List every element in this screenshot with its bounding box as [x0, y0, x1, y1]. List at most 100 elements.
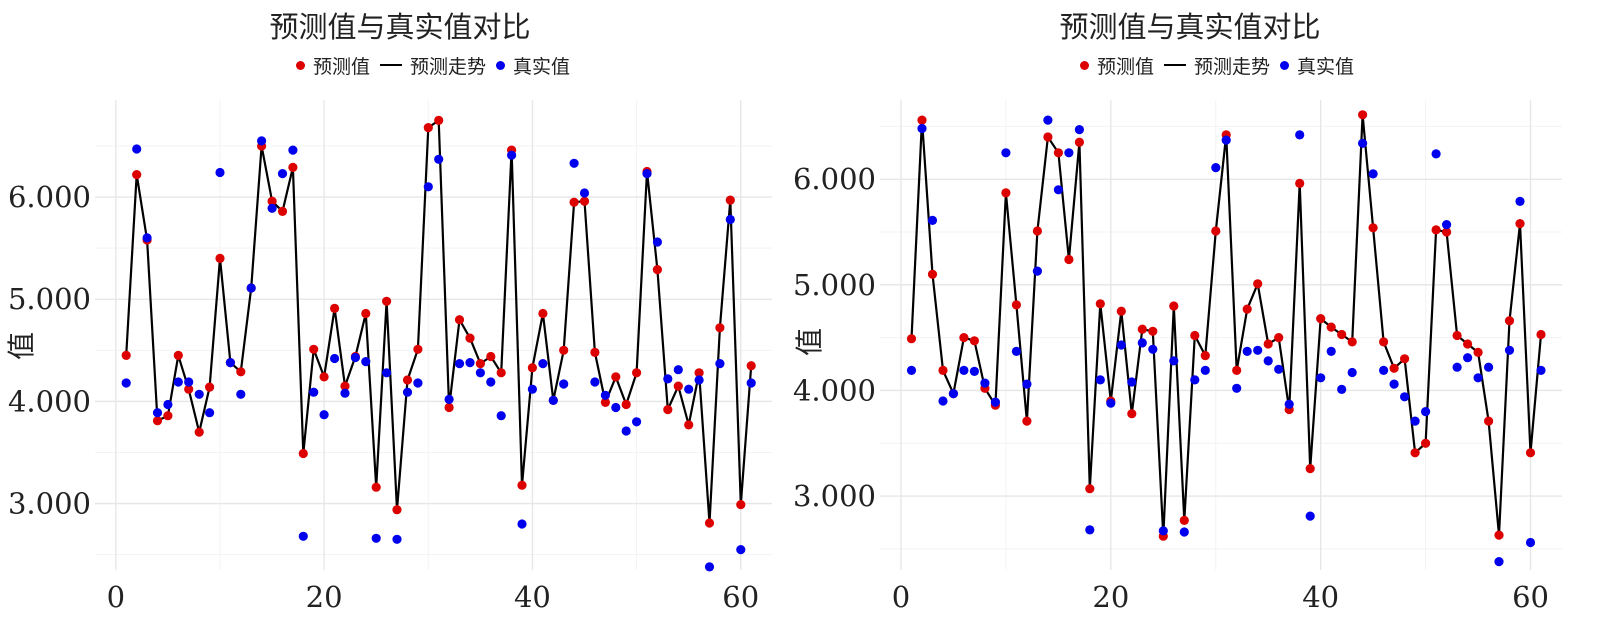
data-point — [1379, 365, 1389, 375]
legend-label: 预测走势 — [1194, 55, 1271, 78]
data-point — [236, 367, 246, 377]
data-point — [527, 384, 538, 394]
data-point — [969, 366, 979, 376]
data-point — [621, 399, 631, 410]
data-point — [361, 357, 371, 367]
data-point — [1337, 329, 1347, 340]
data-point — [1158, 526, 1168, 536]
data-point — [330, 353, 340, 364]
data-point — [1379, 337, 1389, 347]
data-point — [527, 363, 538, 373]
data-point — [704, 518, 715, 528]
data-point — [1169, 356, 1179, 366]
y-tick-label: 3.000 — [793, 479, 876, 513]
data-point — [1368, 223, 1378, 233]
data-point — [736, 500, 746, 510]
legend-line-icon — [380, 64, 403, 66]
data-point — [1190, 375, 1200, 385]
legend-blue-dot-icon — [496, 60, 506, 70]
data-point — [444, 402, 454, 413]
data-point — [1232, 383, 1242, 393]
data-point — [663, 374, 673, 384]
data-point — [652, 237, 663, 247]
data-point — [611, 372, 621, 382]
data-point — [715, 359, 725, 369]
data-point — [1148, 344, 1158, 354]
data-point — [1001, 148, 1011, 158]
data-point — [1137, 324, 1147, 334]
data-point — [205, 408, 215, 418]
data-point — [205, 382, 215, 392]
data-point — [1337, 384, 1347, 394]
chart-plot-right: 0 20 40 60 3.000 4.000 5.000 6.000 — [793, 100, 1562, 614]
data-point — [444, 394, 454, 404]
tick-labels: 0 20 40 60 3.000 4.000 5.000 6.000 — [793, 162, 1549, 614]
y-tick-label: 4.000 — [793, 373, 876, 407]
data-point — [1515, 196, 1525, 206]
data-point — [1085, 525, 1095, 535]
data-point — [1431, 149, 1441, 159]
data-point — [1053, 148, 1063, 158]
data-point — [559, 379, 569, 389]
data-point — [715, 323, 725, 333]
data-point — [173, 377, 183, 387]
data-point — [517, 519, 527, 529]
legend-blue-dot-icon — [1280, 60, 1290, 70]
data-point — [288, 145, 298, 155]
data-point — [590, 347, 600, 357]
y-tick-label: 5.000 — [8, 282, 91, 316]
data-point — [236, 389, 246, 399]
data-point — [423, 123, 433, 133]
data-point — [475, 359, 485, 369]
x-tick-label: 40 — [1302, 580, 1339, 614]
data-point — [1504, 316, 1515, 326]
data-point — [319, 410, 329, 420]
data-point — [1410, 416, 1420, 426]
legend-item-trend: 预测走势 — [380, 52, 486, 79]
data-point — [1043, 132, 1053, 142]
x-tick-label: 60 — [722, 580, 759, 614]
data-point — [917, 115, 927, 125]
data-point — [1221, 135, 1231, 145]
data-point — [454, 359, 465, 369]
data-point — [1001, 188, 1011, 198]
data-point — [496, 368, 506, 378]
data-point — [632, 417, 642, 427]
data-point — [927, 269, 938, 279]
data-point — [163, 399, 173, 410]
data-point — [1253, 345, 1263, 355]
data-point — [548, 395, 558, 405]
data-point — [1085, 484, 1095, 494]
data-point — [1525, 537, 1536, 548]
data-point — [392, 505, 402, 515]
data-point — [1074, 125, 1084, 135]
data-point — [746, 361, 756, 371]
legend-red-dot-icon — [1080, 60, 1089, 70]
data-point — [980, 378, 990, 388]
data-point — [1137, 338, 1147, 348]
data-point — [1295, 130, 1305, 140]
data-point — [402, 387, 413, 397]
data-point — [132, 170, 142, 180]
data-point — [611, 402, 621, 413]
data-point — [725, 195, 735, 205]
data-point — [152, 416, 163, 426]
data-point — [704, 562, 715, 572]
x-tick-label: 0 — [107, 580, 125, 614]
data-point — [340, 381, 350, 391]
chart-legend: 预测值 预测走势 真实值 — [296, 52, 580, 78]
data-point — [413, 378, 423, 388]
data-point — [1473, 347, 1483, 357]
y-tick-label: 5.000 — [793, 268, 876, 302]
data-point — [1242, 346, 1252, 356]
data-point — [371, 533, 381, 543]
y-axis-label: 值 — [793, 328, 826, 357]
data-point — [1064, 254, 1074, 265]
data-point — [1400, 392, 1410, 402]
data-point — [465, 358, 475, 368]
data-point — [392, 534, 402, 544]
x-tick-label: 60 — [1512, 580, 1549, 614]
data-point — [121, 378, 131, 388]
data-point — [132, 144, 142, 154]
y-tick-label: 6.000 — [8, 180, 91, 214]
